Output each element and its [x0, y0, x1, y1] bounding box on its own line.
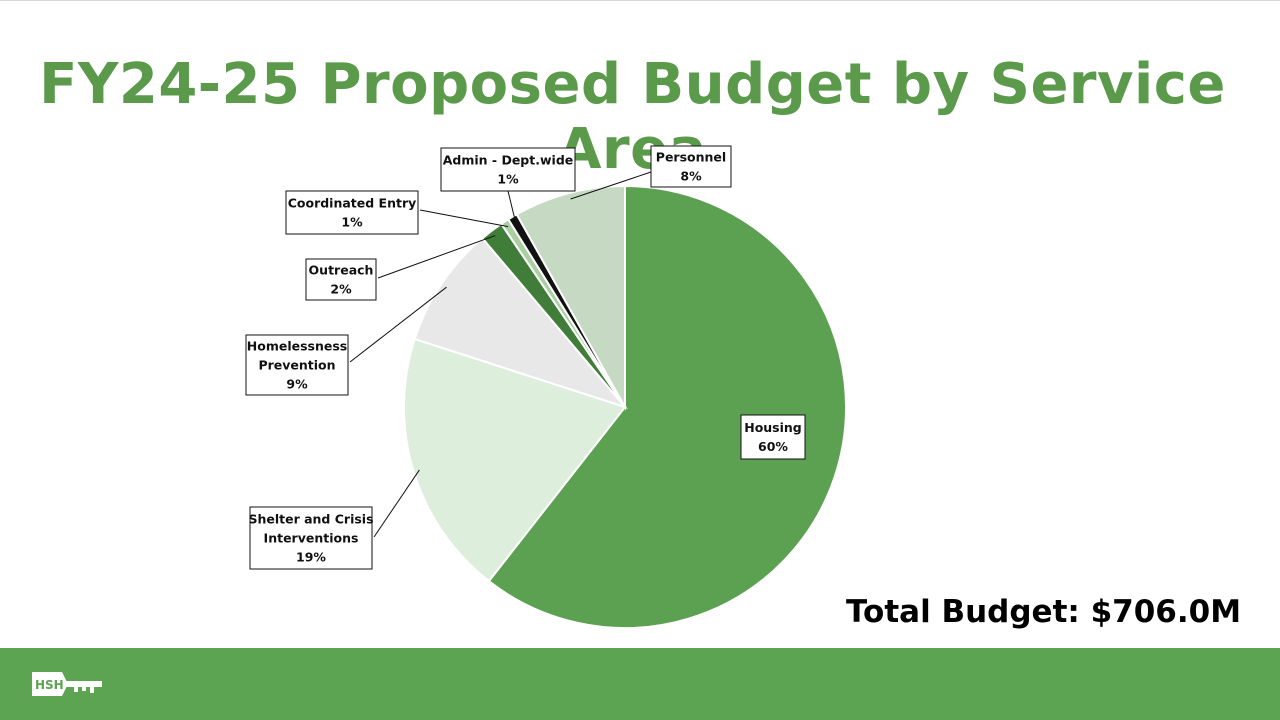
label-name: Admin - Dept.wide — [443, 153, 574, 168]
label-percent: 1% — [497, 172, 519, 187]
total-budget: Total Budget: $706.0M — [846, 594, 1242, 630]
top-rule — [0, 0, 1280, 1]
label-percent: 2% — [330, 282, 352, 297]
pie-slices — [403, 184, 847, 629]
slice-shelter-and-crisis-interventions — [403, 337, 627, 583]
label-name: Homelessness — [247, 339, 347, 354]
label-box — [440, 147, 576, 192]
label-name: Shelter and Crisis — [248, 512, 373, 527]
leader-admin-dept-wide — [507, 190, 517, 223]
leader-shelter-and-crisis-interventions — [373, 469, 420, 538]
logo-text: HSH — [35, 678, 64, 692]
label-percent: 19% — [296, 550, 326, 565]
label-housing: Housing 60% — [740, 414, 806, 460]
label-shelter-and-crisis-interventions: Shelter and Crisis Interventions 19% — [248, 506, 374, 570]
label-box — [245, 334, 349, 396]
leader-personnel — [570, 171, 652, 200]
slide-title: FY24-25 Proposed Budget by Service Area — [39, 52, 1226, 182]
label-homelessness-prevention: Homelessness Prevention 9% — [245, 334, 349, 396]
hsh-key-logo-icon: HSH — [32, 672, 102, 696]
label-percent: 8% — [680, 169, 702, 184]
label-box — [740, 414, 806, 460]
label-name: Personnel — [656, 150, 726, 165]
pie-chart: Housing 60% Shelter and Crisis Intervention… — [245, 145, 847, 629]
leader-homelessness-prevention — [349, 286, 447, 363]
label-personnel: Personnel 8% — [650, 145, 732, 188]
label-name: Housing — [744, 420, 802, 435]
data-labels: Housing 60% Shelter and Crisis Intervention… — [245, 145, 806, 570]
label-name: Interventions — [264, 531, 359, 546]
label-box — [285, 190, 419, 235]
label-coordinated-entry: Coordinated Entry 1% — [285, 190, 419, 235]
label-percent: 1% — [341, 215, 363, 230]
label-box — [249, 506, 373, 570]
slice-housing — [487, 184, 847, 629]
label-percent: 60% — [758, 439, 788, 454]
leader-outreach — [377, 235, 496, 279]
leader-coordinated-entry — [419, 209, 509, 228]
label-box — [650, 145, 732, 188]
label-name: Prevention — [258, 358, 335, 373]
label-box — [305, 258, 377, 301]
label-percent: 9% — [286, 377, 308, 392]
label-name: Coordinated Entry — [288, 196, 417, 211]
label-name: Outreach — [309, 263, 374, 278]
leader-lines — [349, 171, 652, 538]
label-outreach: Outreach 2% — [305, 258, 377, 301]
footer-bar — [0, 648, 1280, 720]
label-admin-dept-wide: Admin - Dept.wide 1% — [440, 147, 576, 192]
slice-personnel — [515, 184, 626, 411]
